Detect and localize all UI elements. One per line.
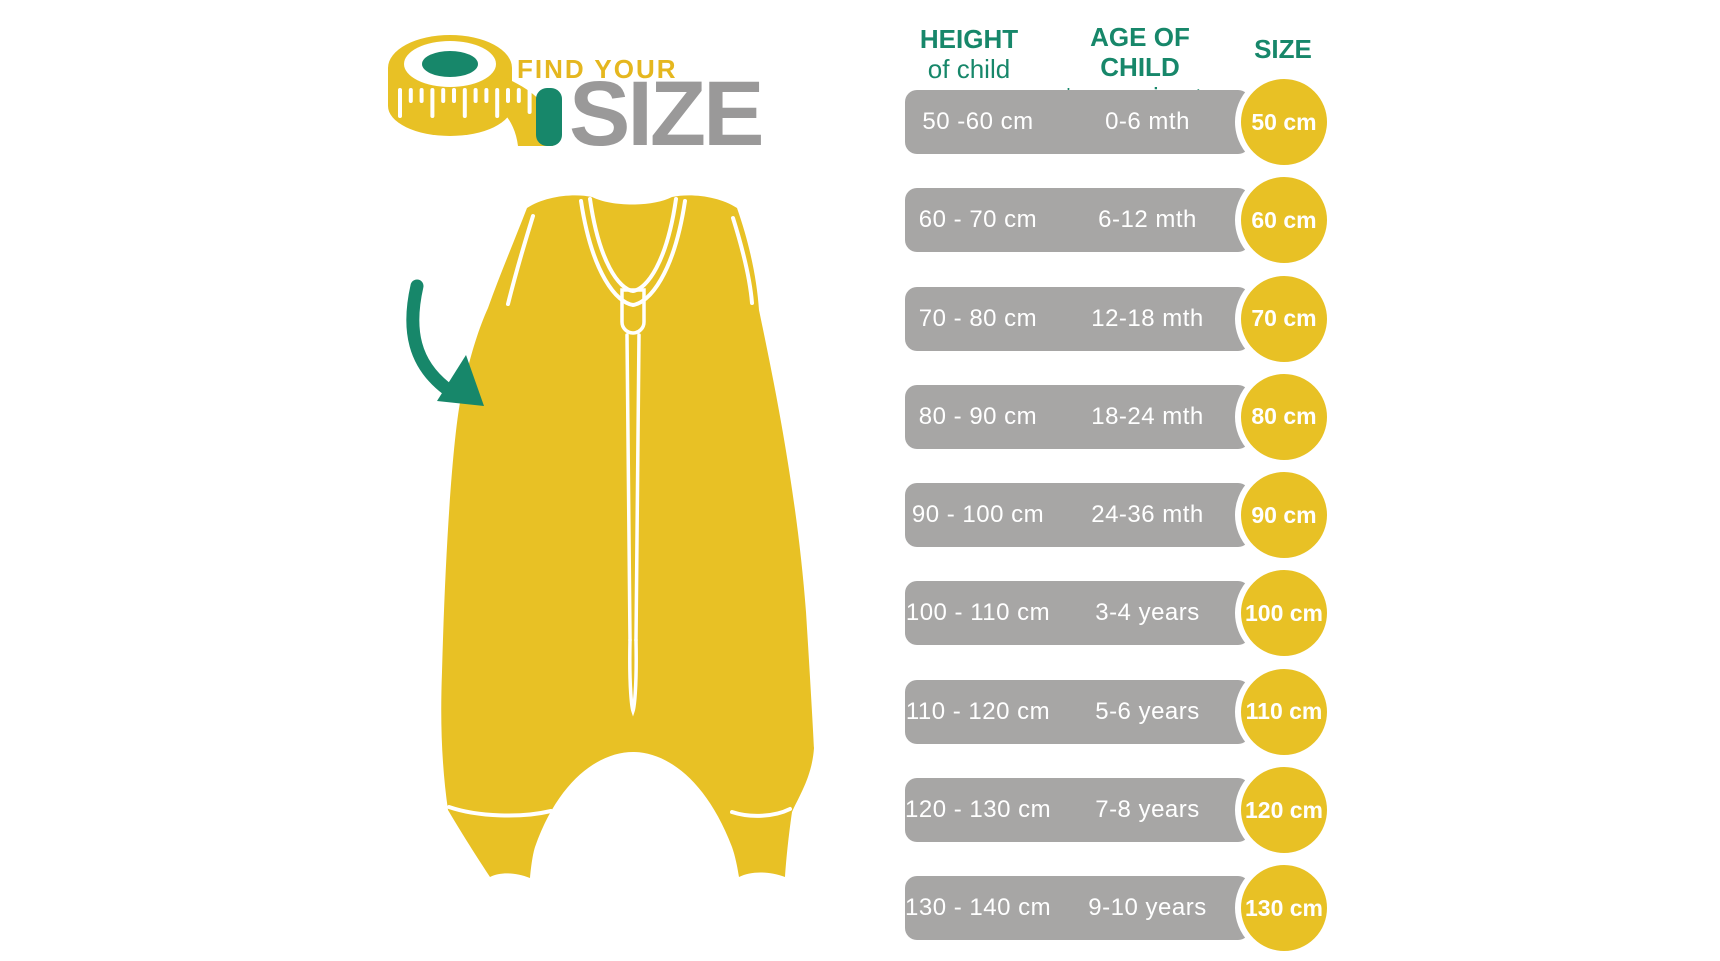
size-badge: 130 cm [1235, 859, 1333, 958]
column-header-size: SIZE [1254, 34, 1312, 64]
sleep-suit-illustration [406, 195, 814, 878]
age-cell: 18-24 mth [1091, 402, 1204, 430]
row-bar: 90 - 100 cm 24-36 mth [905, 483, 1250, 548]
table-row: 120 - 130 cm 7-8 years 120 cm [905, 761, 1335, 860]
size-badge: 120 cm [1235, 761, 1333, 860]
size-badge: 90 cm [1235, 466, 1333, 565]
zipper-line-left [625, 333, 632, 642]
table-row: 80 - 90 cm 18-24 mth 80 cm [905, 367, 1335, 466]
age-cell: 3-4 years [1095, 599, 1200, 627]
tape-end-tab [536, 88, 562, 146]
left-armhole-piping [506, 214, 535, 306]
left-cuff-line [447, 805, 553, 818]
row-bar: 80 - 90 cm 18-24 mth [905, 384, 1250, 449]
age-cell: 24-36 mth [1091, 501, 1204, 529]
table-row: 130 - 140 cm 9-10 years 130 cm [905, 859, 1335, 958]
zipper-end [628, 638, 638, 717]
size-badge: 110 cm [1235, 662, 1333, 761]
height-cell: 60 - 70 cm [918, 206, 1038, 234]
size-badge: 70 cm [1235, 269, 1333, 368]
age-cell: 0-6 mth [1105, 108, 1190, 135]
age-cell: 5-6 years [1095, 697, 1200, 725]
table-row: 90 - 100 cm 24-36 mth 90 cm [905, 466, 1335, 565]
size-badge: 60 cm [1235, 171, 1333, 270]
column-header-height: HEIGHT of child [919, 24, 1019, 84]
neckline-piping-inner [579, 199, 687, 308]
height-cell: 130 - 140 cm [905, 894, 1052, 922]
size-table: HEIGHT of child AGE OF CHILD *approximat… [905, 22, 1345, 961]
size-badge: 50 cm [1235, 73, 1333, 171]
size-badge: 100 cm [1235, 564, 1333, 663]
table-row: 50 -60 cm 0-6 mth 50 cm [905, 73, 1335, 171]
row-bar: 110 - 120 cm 5-6 years [905, 679, 1250, 744]
table-row: 100 - 110 cm 3-4 years 100 cm [905, 564, 1335, 663]
logo-find-your-text: FIND YOUR [517, 54, 678, 84]
row-bar: 60 - 70 cm 6-12 mth [905, 188, 1250, 253]
height-cell: 120 - 130 cm [905, 796, 1052, 824]
row-bar: 50 -60 cm 0-6 mth [905, 90, 1250, 154]
age-cell: 12-18 mth [1091, 304, 1204, 332]
row-bar: 130 - 140 cm 9-10 years [905, 876, 1250, 941]
zipper-line-right [634, 333, 641, 642]
row-bar: 100 - 110 cm 3-4 years [905, 581, 1250, 646]
height-cell: 90 - 100 cm [911, 501, 1045, 529]
height-cell: 70 - 80 cm [918, 304, 1038, 332]
height-cell: 110 - 120 cm [905, 697, 1051, 725]
row-bar: 70 - 80 cm 12-18 mth [905, 286, 1250, 351]
tape-tick-marks [398, 86, 532, 118]
tape-spool-center [422, 51, 478, 77]
age-cell: 6-12 mth [1098, 206, 1197, 234]
right-armhole-piping [731, 216, 754, 305]
zipper [620, 288, 646, 717]
height-cell: 80 - 90 cm [918, 402, 1038, 430]
height-cell: 100 - 110 cm [905, 599, 1051, 627]
table-row: 70 - 80 cm 12-18 mth 70 cm [905, 269, 1335, 368]
right-cuff-line [730, 807, 792, 818]
row-bar: 120 - 130 cm 7-8 years [905, 778, 1250, 843]
measuring-tape-icon [388, 35, 562, 146]
zipper-garage [620, 288, 646, 335]
height-cell: 50 -60 cm [922, 108, 1034, 135]
size-table-rows: 50 -60 cm 0-6 mth 50 cm 60 - 70 cm 6-12 … [905, 73, 1345, 958]
table-row: 110 - 120 cm 5-6 years 110 cm [905, 662, 1335, 761]
age-cell: 9-10 years [1088, 894, 1207, 922]
logo-size-text: SIZE [569, 63, 764, 165]
age-cell: 7-8 years [1095, 796, 1200, 824]
size-badge: 80 cm [1235, 367, 1333, 466]
arrow-icon [406, 279, 484, 406]
table-row: 60 - 70 cm 6-12 mth 60 cm [905, 171, 1335, 270]
